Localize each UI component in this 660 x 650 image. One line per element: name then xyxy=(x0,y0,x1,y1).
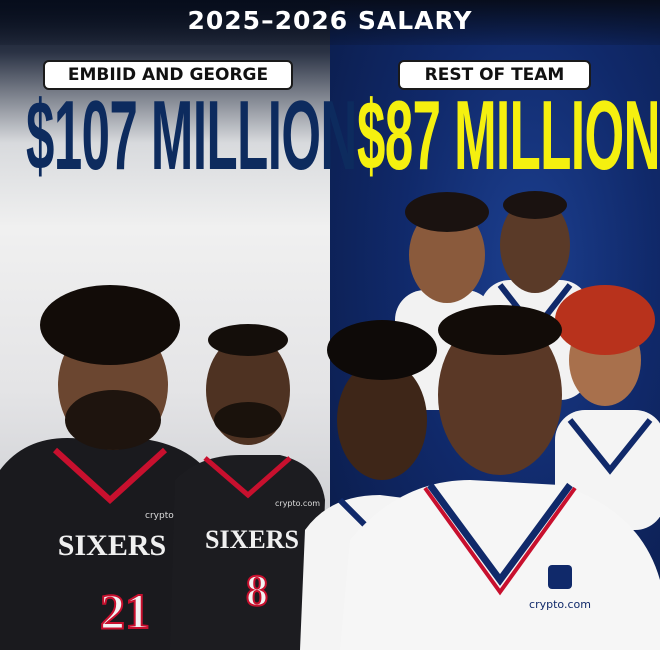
jersey-sponsor-3: crypto.com xyxy=(529,598,591,611)
jersey-sponsor-2: crypto.com xyxy=(275,499,320,508)
jersey-number-2: 8 xyxy=(246,566,268,615)
top-band xyxy=(0,0,660,45)
left-label-pill: EMBIID AND GEORGE xyxy=(43,60,293,90)
jersey-number: 21 xyxy=(100,583,150,639)
jersey-wordmark: SIXERS xyxy=(58,529,166,562)
left-salary-amount: $107 MILLION xyxy=(26,80,357,190)
jersey-sponsor: crypto.com xyxy=(145,511,196,521)
player-front-maxey: crypto.com xyxy=(340,305,660,650)
player-embiid: SIXERS 21 crypto.com xyxy=(0,285,230,650)
page-title: 2025–2026 SALARY xyxy=(187,6,473,35)
right-label-pill: REST OF TEAM xyxy=(398,60,591,90)
right-salary-amount: $87 MILLION xyxy=(357,80,660,190)
player-george: SIXERS 8 crypto.com xyxy=(170,324,325,650)
jersey-wordmark-2: SIXERS xyxy=(205,525,299,554)
